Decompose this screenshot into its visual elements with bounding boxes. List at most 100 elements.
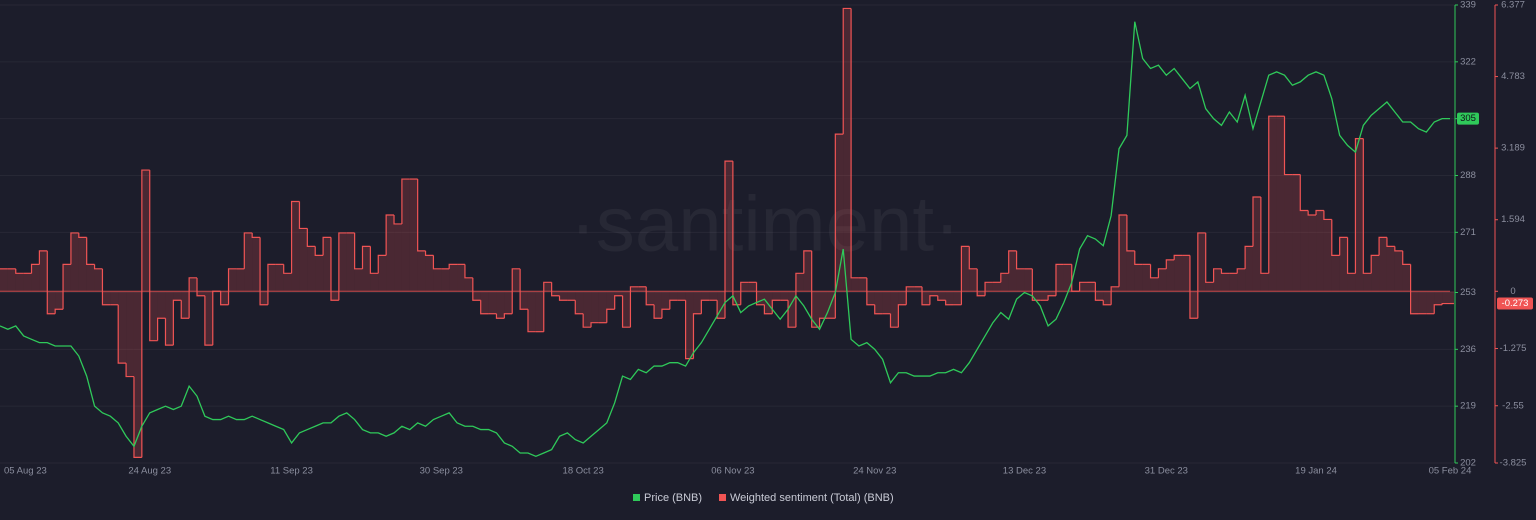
sentiment-step — [1071, 264, 1080, 292]
sentiment-step — [1362, 138, 1372, 274]
sentiment-area — [1040, 291, 1049, 301]
sentiment-area — [197, 291, 205, 296]
y2-tick-label: 6.377 — [1501, 0, 1525, 11]
sentiment-current-label: -0.273 — [1502, 298, 1529, 309]
y-tick-label: 339 — [1460, 0, 1476, 11]
y-tick-label: 253 — [1460, 287, 1476, 298]
sentiment-area — [338, 232, 347, 292]
sentiment-area — [811, 291, 820, 328]
sentiment-area — [929, 291, 938, 296]
y-tick-label: 219 — [1460, 401, 1476, 412]
sentiment-area — [748, 282, 757, 292]
sentiment-area — [669, 291, 678, 301]
sentiment-step — [1079, 281, 1088, 292]
sentiment-area — [409, 179, 418, 292]
sentiment-step — [1118, 214, 1127, 287]
sentiment-step — [724, 160, 733, 319]
sentiment-step — [653, 304, 662, 319]
sentiment-step — [290, 200, 300, 274]
sentiment-area — [94, 268, 103, 292]
sentiment-area — [417, 250, 426, 292]
sentiment-step — [180, 300, 190, 319]
sentiment-area — [1142, 264, 1151, 292]
sentiment-area — [756, 291, 765, 305]
sentiment-area — [1079, 282, 1088, 292]
sentiment-area — [1434, 291, 1443, 305]
sentiment-step — [1402, 250, 1411, 265]
sentiment-step — [1299, 174, 1309, 212]
sentiment-area — [575, 291, 584, 314]
sentiment-area — [1426, 291, 1435, 314]
sentiment-step — [472, 277, 481, 301]
sentiment-step — [511, 268, 521, 314]
sentiment-step — [897, 304, 907, 328]
sentiment-step — [1134, 250, 1143, 265]
sentiment-area — [354, 268, 363, 292]
sentiment-step — [157, 317, 166, 341]
sentiment-area — [1189, 291, 1198, 319]
sentiment-area — [1355, 138, 1364, 292]
sentiment-area — [598, 291, 607, 323]
sentiment-step — [1346, 237, 1356, 274]
sentiment-area — [1221, 273, 1230, 292]
sentiment-area — [1048, 291, 1056, 296]
sentiment-step — [582, 313, 592, 328]
sentiment-step — [117, 304, 127, 364]
sentiment-area — [1166, 259, 1175, 292]
x-tick-label: 05 Aug 23 — [4, 466, 47, 477]
sentiment-area — [819, 291, 828, 319]
sentiment-area — [78, 237, 87, 292]
sentiment-area — [118, 291, 127, 364]
sentiment-step — [369, 246, 379, 274]
sentiment-step — [385, 214, 395, 256]
sentiment-area — [386, 214, 395, 292]
sentiment-area — [1442, 291, 1450, 304]
sentiment-step — [976, 268, 986, 297]
sentiment-area — [1087, 282, 1096, 292]
sentiment-area — [394, 223, 402, 292]
sentiment-area — [622, 291, 631, 328]
sentiment-area — [701, 291, 710, 301]
sentiment-area — [1197, 232, 1206, 292]
sentiment-area — [1339, 237, 1348, 292]
x-tick-label: 18 Oct 23 — [563, 466, 604, 477]
sentiment-step — [574, 300, 584, 315]
sentiment-area — [1300, 210, 1309, 292]
sentiment-area — [882, 291, 891, 314]
sentiment-area — [1386, 246, 1395, 292]
sentiment-step — [1189, 255, 1198, 319]
x-tick-label: 24 Aug 23 — [128, 466, 171, 477]
sentiment-step — [1094, 282, 1104, 301]
sentiment-area — [709, 291, 718, 301]
y2-tick-label: -1.275 — [1500, 343, 1527, 354]
sentiment-area — [1032, 291, 1041, 301]
sentiment-step — [1047, 295, 1056, 301]
sentiment-area — [1371, 255, 1380, 292]
sentiment-step — [960, 245, 970, 305]
sentiment-area — [173, 291, 182, 301]
sentiment-area — [567, 291, 576, 301]
sentiment-step — [86, 237, 95, 265]
sentiment-step — [101, 268, 111, 306]
sentiment-area — [220, 291, 229, 305]
sentiment-step — [543, 281, 552, 332]
sentiment-step — [338, 232, 347, 301]
sentiment-step — [1354, 138, 1364, 274]
sentiment-step — [803, 250, 812, 274]
sentiment-step — [480, 300, 489, 315]
sentiment-step — [267, 263, 276, 305]
sentiment-step — [1102, 300, 1112, 306]
sentiment-step — [1315, 209, 1324, 215]
sentiment-step — [227, 268, 237, 305]
sentiment-step — [1126, 214, 1135, 252]
sentiment-step — [38, 250, 48, 265]
sentiment-step — [795, 272, 804, 328]
sentiment-area — [141, 170, 150, 292]
y2-tick-label: 3.189 — [1501, 143, 1525, 154]
sentiment-area — [661, 291, 670, 310]
sentiment-area — [244, 232, 253, 292]
sentiment-step — [78, 232, 87, 239]
sentiment-step — [1000, 272, 1009, 283]
sentiment-step — [1212, 268, 1222, 283]
